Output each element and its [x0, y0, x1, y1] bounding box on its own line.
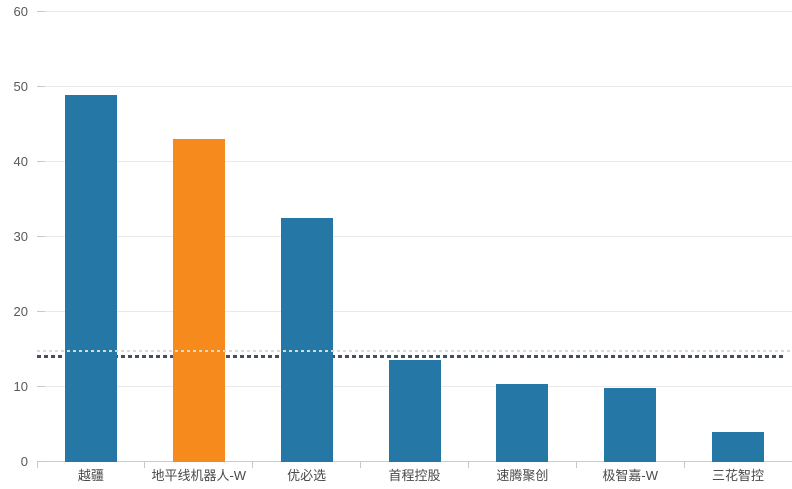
x-axis-tick	[683, 461, 685, 468]
dark-dotted-reference-line	[37, 355, 783, 358]
x-axis-category-label: 三花智控	[712, 468, 765, 483]
y-axis-tick-label: 30	[13, 228, 28, 244]
x-axis-category-label: 首程控股	[388, 468, 441, 483]
x-axis-tick	[144, 461, 146, 468]
y-axis-tick	[37, 86, 45, 87]
y-gridline	[37, 236, 792, 237]
y-gridline	[37, 86, 792, 87]
y-axis-tick-label: 0	[20, 453, 28, 469]
x-axis-category-label: 地平线机器人-W	[151, 468, 247, 483]
x-axis-category-label: 速腾聚创	[496, 468, 549, 483]
y-axis-tick	[37, 311, 45, 312]
x-axis-tick	[360, 461, 362, 468]
y-gridline	[37, 11, 792, 12]
y-gridline	[37, 161, 792, 162]
y-axis-tick-label: 60	[13, 3, 28, 19]
chart-bar-3[interactable]	[388, 360, 441, 462]
x-axis-tick	[36, 461, 38, 468]
chart-bar-4[interactable]	[496, 383, 549, 462]
y-axis-tick-label: 10	[13, 378, 28, 394]
y-axis-tick	[37, 236, 45, 237]
x-axis-tick	[252, 461, 254, 468]
chart-bar-5[interactable]	[604, 388, 657, 462]
light-dotted-reference-line	[37, 350, 792, 353]
chart-bar-6[interactable]	[712, 432, 765, 462]
x-axis-category-label: 极智嘉-W	[602, 468, 658, 483]
x-axis-category-label: 越疆	[77, 468, 104, 483]
y-axis-tick	[37, 161, 45, 162]
y-axis-tick-label: 50	[13, 78, 28, 94]
chart-bar-1[interactable]	[172, 139, 225, 462]
x-axis-tick	[575, 461, 577, 468]
y-gridline	[37, 311, 792, 312]
y-axis-tick-label: 40	[13, 153, 28, 169]
x-axis-category-label: 优必选	[287, 468, 327, 483]
y-axis-tick	[37, 461, 45, 462]
y-axis-tick-label: 20	[13, 303, 28, 319]
y-axis-tick	[37, 386, 45, 387]
x-axis-line	[37, 461, 792, 462]
x-axis-tick	[467, 461, 469, 468]
chart-bar-0[interactable]	[64, 94, 117, 462]
chart-bar-2[interactable]	[280, 217, 333, 462]
y-axis-tick	[37, 11, 45, 12]
